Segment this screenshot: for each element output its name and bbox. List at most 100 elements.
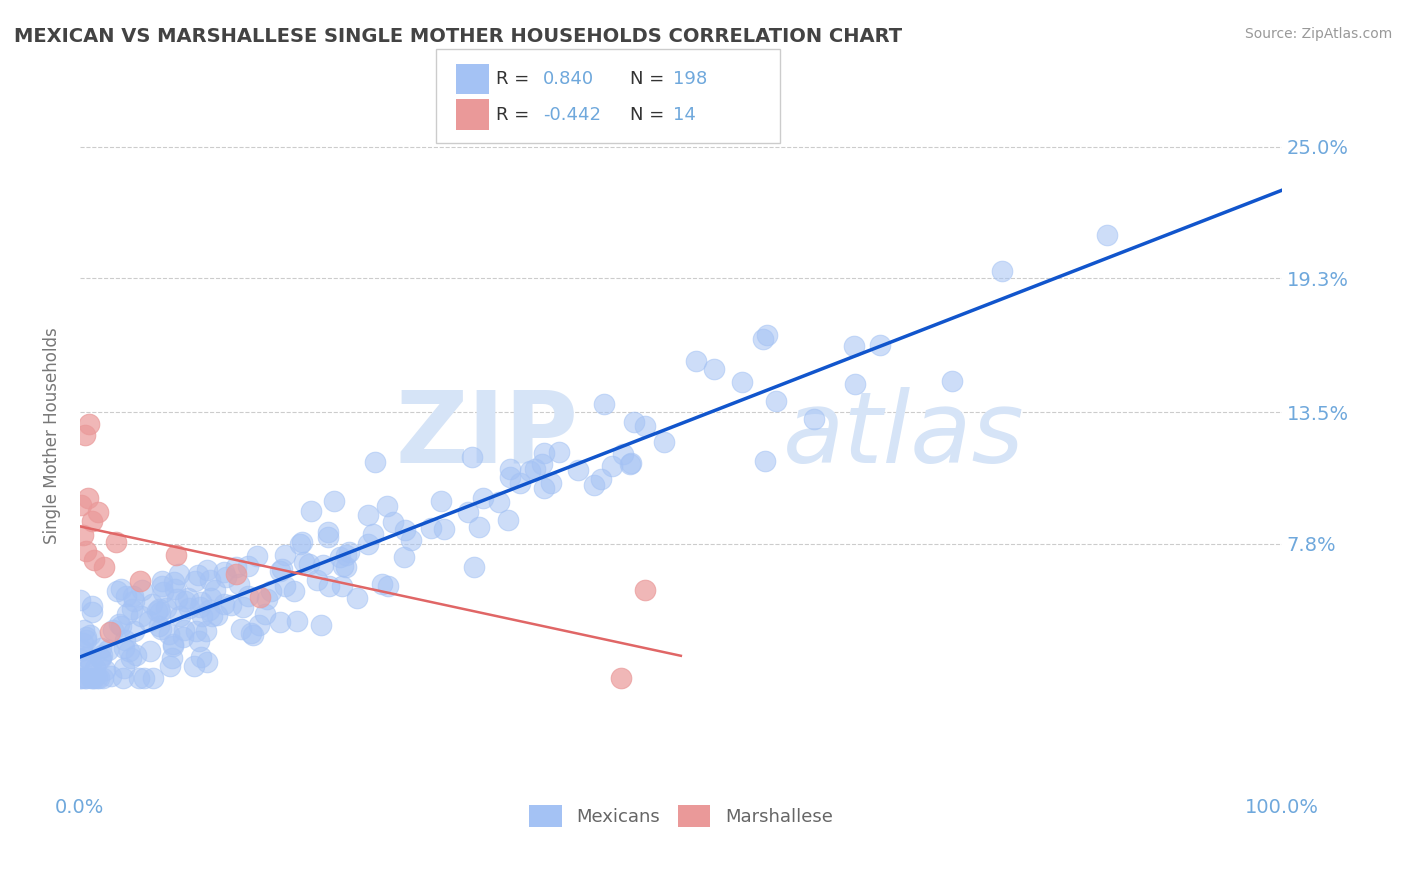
- Point: [87, 505, 110, 519]
- Point: [756, 327, 779, 342]
- Point: [488, 495, 510, 509]
- Point: [187, 567, 209, 582]
- Text: R =: R =: [496, 105, 536, 123]
- Point: [141, 597, 163, 611]
- Point: [155, 601, 177, 615]
- Point: [685, 353, 707, 368]
- Point: [69, 652, 91, 666]
- Point: [79, 627, 101, 641]
- Point: [86, 671, 108, 685]
- Point: [107, 617, 129, 632]
- Point: [166, 591, 188, 606]
- Point: [468, 520, 491, 534]
- Point: [122, 624, 145, 639]
- Point: [167, 567, 190, 582]
- Point: [533, 481, 555, 495]
- Point: [201, 609, 224, 624]
- Point: [80, 605, 103, 619]
- Point: [593, 397, 616, 411]
- Point: [75, 544, 97, 558]
- Point: [335, 560, 357, 574]
- Point: [122, 590, 145, 604]
- Point: [75, 630, 97, 644]
- Point: [323, 493, 346, 508]
- Point: [361, 526, 384, 541]
- Point: [138, 614, 160, 628]
- Point: [844, 377, 866, 392]
- Point: [752, 332, 775, 346]
- Point: [77, 491, 100, 505]
- Point: [242, 628, 264, 642]
- Point: [75, 671, 97, 685]
- Point: [318, 524, 340, 539]
- Point: [274, 549, 297, 563]
- Point: [122, 594, 145, 608]
- Text: ZIP: ZIP: [396, 387, 579, 483]
- Point: [112, 640, 135, 655]
- Point: [163, 582, 186, 597]
- Point: [238, 559, 260, 574]
- Point: [246, 549, 269, 564]
- Point: [730, 375, 752, 389]
- Point: [173, 623, 195, 637]
- Point: [198, 603, 221, 617]
- Point: [312, 558, 335, 573]
- Point: [290, 535, 312, 549]
- Point: [335, 548, 357, 562]
- Text: 14: 14: [673, 105, 696, 123]
- Point: [120, 651, 142, 665]
- Point: [195, 655, 218, 669]
- Point: [332, 558, 354, 573]
- Y-axis label: Single Mother Households: Single Mother Households: [44, 327, 60, 544]
- Point: [869, 338, 891, 352]
- Point: [188, 599, 211, 614]
- Point: [212, 598, 235, 612]
- Point: [292, 555, 315, 569]
- Point: [169, 609, 191, 624]
- Point: [148, 619, 170, 633]
- Point: [173, 594, 195, 608]
- Point: [619, 456, 641, 470]
- Point: [72, 636, 94, 650]
- Point: [114, 589, 136, 603]
- Point: [115, 607, 138, 621]
- Point: [190, 595, 212, 609]
- Point: [121, 601, 143, 615]
- Point: [75, 632, 97, 647]
- Point: [162, 639, 184, 653]
- Text: 0.840: 0.840: [543, 70, 593, 88]
- Point: [329, 549, 352, 564]
- Point: [498, 513, 520, 527]
- Point: [80, 599, 103, 614]
- Point: [991, 264, 1014, 278]
- Point: [205, 607, 228, 622]
- Point: [523, 462, 546, 476]
- Point: [80, 514, 103, 528]
- Point: [172, 630, 194, 644]
- Point: [104, 534, 127, 549]
- Point: [73, 428, 96, 442]
- Point: [260, 584, 283, 599]
- Point: [149, 605, 172, 619]
- Point: [93, 560, 115, 574]
- Point: [567, 462, 589, 476]
- Point: [309, 617, 332, 632]
- Point: [129, 608, 152, 623]
- Point: [160, 650, 183, 665]
- Point: [600, 458, 623, 473]
- Point: [70, 498, 93, 512]
- Point: [316, 530, 339, 544]
- Point: [103, 623, 125, 637]
- Point: [429, 494, 451, 508]
- Point: [941, 375, 963, 389]
- Point: [239, 625, 262, 640]
- Point: [83, 671, 105, 685]
- Point: [75, 650, 97, 665]
- Point: [269, 615, 291, 629]
- Point: [195, 563, 218, 577]
- Point: [162, 637, 184, 651]
- Point: [105, 583, 128, 598]
- Point: [381, 515, 404, 529]
- Point: [195, 624, 218, 638]
- Point: [301, 504, 323, 518]
